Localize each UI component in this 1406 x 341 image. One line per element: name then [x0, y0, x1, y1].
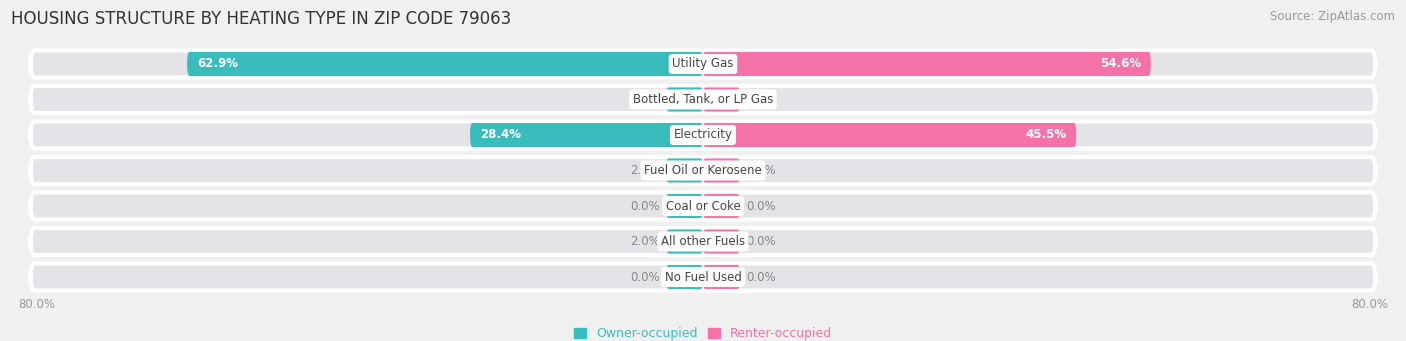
FancyBboxPatch shape	[703, 265, 740, 289]
Text: 2.0%: 2.0%	[630, 235, 659, 248]
Text: Electricity: Electricity	[673, 129, 733, 142]
Text: Bottled, Tank, or LP Gas: Bottled, Tank, or LP Gas	[633, 93, 773, 106]
Text: All other Fuels: All other Fuels	[661, 235, 745, 248]
FancyBboxPatch shape	[666, 87, 703, 112]
Text: Fuel Oil or Kerosene: Fuel Oil or Kerosene	[644, 164, 762, 177]
FancyBboxPatch shape	[31, 193, 1375, 220]
Text: 0.0%: 0.0%	[630, 199, 659, 212]
Text: 80.0%: 80.0%	[18, 298, 55, 311]
FancyBboxPatch shape	[31, 121, 1375, 148]
Legend: Owner-occupied, Renter-occupied: Owner-occupied, Renter-occupied	[574, 327, 832, 340]
Text: 28.4%: 28.4%	[479, 129, 520, 142]
Text: 4.1%: 4.1%	[630, 93, 659, 106]
Text: 80.0%: 80.0%	[1351, 298, 1388, 311]
FancyBboxPatch shape	[31, 157, 1375, 184]
FancyBboxPatch shape	[666, 194, 703, 218]
Text: 2.5%: 2.5%	[630, 164, 659, 177]
Text: 0.0%: 0.0%	[747, 164, 776, 177]
FancyBboxPatch shape	[31, 86, 1375, 113]
FancyBboxPatch shape	[666, 159, 703, 182]
Text: 54.6%: 54.6%	[1099, 58, 1142, 71]
FancyBboxPatch shape	[470, 123, 703, 147]
FancyBboxPatch shape	[703, 52, 1150, 76]
Text: 0.0%: 0.0%	[747, 93, 776, 106]
FancyBboxPatch shape	[666, 265, 703, 289]
Text: 0.0%: 0.0%	[747, 270, 776, 283]
FancyBboxPatch shape	[703, 123, 1076, 147]
FancyBboxPatch shape	[703, 159, 740, 182]
Text: 0.0%: 0.0%	[747, 199, 776, 212]
FancyBboxPatch shape	[703, 229, 740, 254]
Text: HOUSING STRUCTURE BY HEATING TYPE IN ZIP CODE 79063: HOUSING STRUCTURE BY HEATING TYPE IN ZIP…	[11, 10, 512, 28]
Text: No Fuel Used: No Fuel Used	[665, 270, 741, 283]
FancyBboxPatch shape	[703, 194, 740, 218]
Text: 0.0%: 0.0%	[747, 235, 776, 248]
Text: Utility Gas: Utility Gas	[672, 58, 734, 71]
FancyBboxPatch shape	[703, 87, 740, 112]
FancyBboxPatch shape	[31, 50, 1375, 77]
Text: 0.0%: 0.0%	[630, 270, 659, 283]
FancyBboxPatch shape	[31, 264, 1375, 291]
Text: Source: ZipAtlas.com: Source: ZipAtlas.com	[1270, 10, 1395, 23]
FancyBboxPatch shape	[187, 52, 703, 76]
FancyBboxPatch shape	[666, 229, 703, 254]
Text: Coal or Coke: Coal or Coke	[665, 199, 741, 212]
Text: 45.5%: 45.5%	[1025, 129, 1066, 142]
Text: 62.9%: 62.9%	[197, 58, 238, 71]
FancyBboxPatch shape	[31, 228, 1375, 255]
